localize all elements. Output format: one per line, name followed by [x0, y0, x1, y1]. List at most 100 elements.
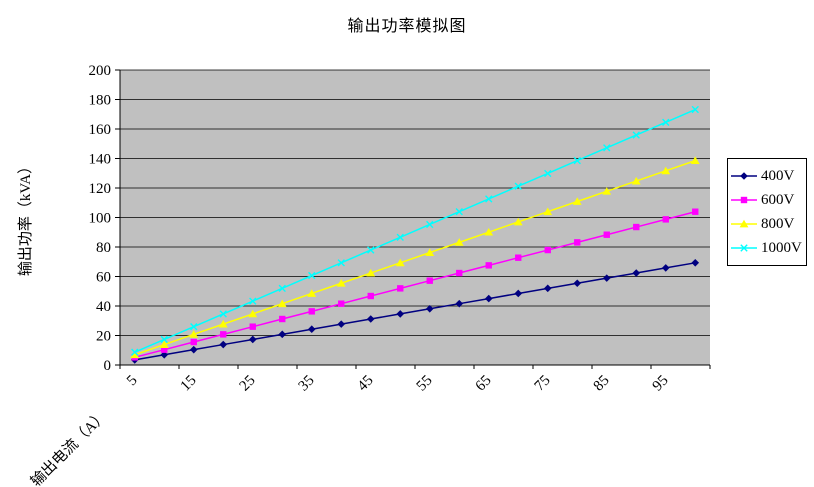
- y-tick-label: 40: [96, 299, 111, 315]
- marker-square-icon: [338, 300, 345, 307]
- series-line-800V: [134, 159, 696, 356]
- marker-diamond-icon: [514, 289, 523, 298]
- marker-diamond-icon: [278, 330, 287, 339]
- marker-x-icon: [426, 220, 434, 229]
- marker-diamond-icon: [425, 304, 434, 313]
- marker-x-icon: [632, 131, 640, 139]
- marker-diamond-icon: [160, 350, 169, 359]
- marker-triangle-icon: [130, 350, 140, 359]
- legend-label: 400V: [761, 167, 795, 184]
- x-tick-label: 35: [296, 373, 318, 395]
- marker-x-icon: [308, 271, 316, 280]
- marker-triangle-icon: [366, 268, 376, 277]
- series-line-400V: [134, 262, 696, 361]
- marker-x-icon: [396, 233, 404, 241]
- x-tick-label: 95: [650, 373, 672, 395]
- legend-label: 600V: [761, 191, 795, 208]
- marker-x-icon: [691, 105, 699, 114]
- marker-triangle-icon: [513, 217, 523, 226]
- marker-triangle-icon: [425, 248, 435, 256]
- marker-diamond-icon: [573, 279, 582, 288]
- marker-triangle-icon: [484, 227, 494, 236]
- legend: 400V 600V 800V 1000V: [727, 158, 807, 266]
- y-tick-label: 160: [89, 122, 112, 138]
- marker-x-icon: [367, 246, 375, 254]
- y-tick-label: 80: [96, 240, 111, 256]
- marker-square-icon: [574, 239, 581, 246]
- marker-x-icon: [455, 208, 463, 216]
- marker-square-icon: [367, 292, 374, 300]
- marker-x-icon: [219, 310, 227, 318]
- marker-diamond-icon: [661, 264, 670, 272]
- marker-x-icon: [190, 322, 198, 331]
- marker-square-icon: [662, 216, 669, 223]
- x-tick-label: 5: [124, 373, 141, 390]
- marker-triangle-icon: [395, 258, 405, 267]
- marker-square-icon: [692, 208, 699, 215]
- marker-x-icon: [485, 195, 493, 203]
- marker-square-icon: [279, 315, 286, 323]
- y-tick-label: 120: [89, 181, 112, 197]
- marker-triangle-icon: [661, 166, 671, 175]
- marker-square-icon: [249, 323, 256, 330]
- marker-diamond-icon: [189, 345, 198, 354]
- x-tick-label: 25: [237, 373, 259, 395]
- marker-square-icon: [633, 223, 640, 231]
- x-tick-label: 45: [355, 373, 377, 395]
- y-tick-label: 20: [96, 329, 111, 345]
- series-line-1000V: [134, 108, 696, 353]
- marker-square-icon: [603, 231, 610, 238]
- marker-triangle-icon: [454, 238, 464, 246]
- marker-diamond-icon: [740, 172, 748, 180]
- marker-x-icon: [337, 259, 345, 267]
- marker-square-icon: [190, 338, 197, 346]
- x-tick-label: 15: [178, 373, 200, 395]
- marker-diamond-icon: [632, 269, 641, 277]
- marker-square-icon: [485, 262, 492, 269]
- x-tick-label: 55: [414, 373, 436, 395]
- legend-entry-800V: 800V: [731, 212, 803, 236]
- marker-square-icon: [456, 269, 463, 277]
- marker-triangle-icon: [690, 156, 700, 165]
- marker-square-icon: [740, 196, 748, 204]
- marker-x-icon: [278, 284, 286, 293]
- marker-square-icon: [515, 254, 522, 261]
- marker-diamond-icon: [219, 340, 228, 349]
- y-tick-label: 180: [89, 93, 112, 109]
- y-tick-label: 200: [89, 63, 112, 79]
- x-tick-label: 75: [532, 373, 554, 395]
- marker-x-icon: [514, 182, 522, 190]
- marker-x-icon: [662, 118, 670, 126]
- marker-triangle-icon: [248, 309, 258, 318]
- marker-square-icon: [161, 346, 168, 353]
- x-axis-title: 输出电流（A）: [28, 407, 111, 487]
- marker-diamond-icon: [602, 274, 611, 282]
- marker-x-icon: [160, 335, 168, 344]
- legend-key-x-icon: [731, 244, 757, 252]
- y-tick-label: 0: [104, 358, 112, 374]
- x-tick-label: 85: [591, 373, 613, 395]
- marker-diamond-icon: [396, 310, 405, 318]
- marker-x-icon: [603, 144, 611, 152]
- marker-triangle-icon: [277, 299, 287, 308]
- marker-x-icon: [131, 348, 139, 356]
- series-line-600V: [134, 210, 696, 359]
- marker-triangle-icon: [159, 340, 169, 348]
- marker-triangle-icon: [218, 319, 228, 328]
- marker-x-icon: [573, 156, 581, 165]
- marker-diamond-icon: [484, 294, 493, 303]
- marker-x-icon: [249, 297, 257, 305]
- marker-diamond-icon: [543, 284, 552, 293]
- marker-triangle-icon: [189, 330, 199, 338]
- marker-square-icon: [308, 308, 315, 315]
- legend-entry-600V: 600V: [731, 188, 803, 212]
- marker-triangle-icon: [336, 279, 346, 287]
- y-tick-label: 140: [89, 152, 112, 168]
- marker-triangle-icon: [739, 219, 749, 228]
- marker-triangle-icon: [572, 197, 582, 205]
- marker-triangle-icon: [543, 207, 553, 216]
- marker-square-icon: [397, 285, 404, 292]
- legend-key-square-icon: [731, 196, 757, 204]
